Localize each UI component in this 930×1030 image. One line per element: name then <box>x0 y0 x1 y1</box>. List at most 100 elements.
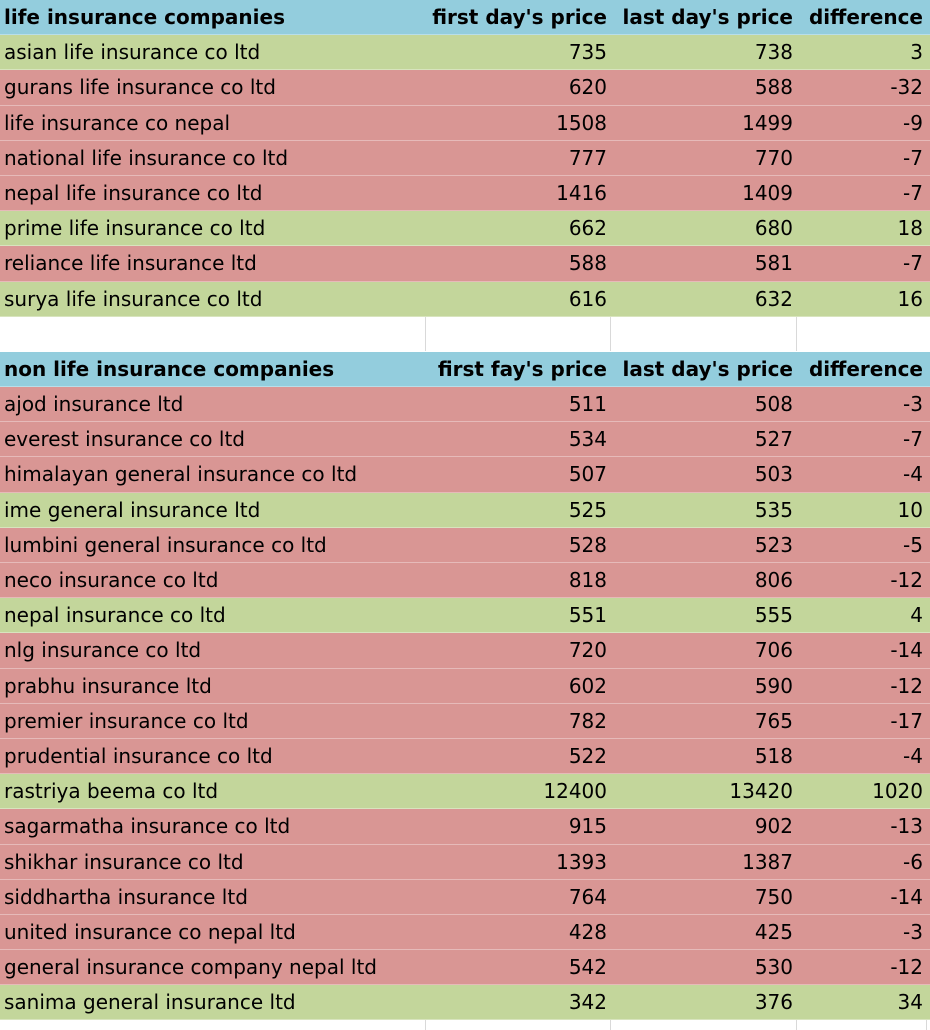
difference-cell[interactable]: -7 <box>903 251 923 276</box>
blank-cell[interactable] <box>797 1020 927 1030</box>
company-name-cell[interactable]: rastriya beema co ltd <box>4 779 219 804</box>
blank-cell[interactable] <box>426 1020 611 1030</box>
company-name-cell[interactable]: united insurance co nepal ltd <box>4 919 296 944</box>
last-day-price-cell[interactable]: 765 <box>754 708 793 733</box>
first-day-price-cell[interactable]: 528 <box>568 532 607 557</box>
company-name-cell[interactable]: neco insurance co ltd <box>4 568 219 592</box>
last-day-price-cell[interactable]: 680 <box>754 216 793 241</box>
company-name-cell[interactable]: life insurance co nepal <box>4 110 231 135</box>
blank-cell[interactable] <box>611 316 797 351</box>
life-header-company[interactable]: life insurance companies <box>4 5 285 29</box>
first-day-price-cell[interactable]: 602 <box>568 673 607 698</box>
difference-cell[interactable]: -3 <box>903 919 923 944</box>
company-name-cell[interactable]: lumbini general insurance co ltd <box>4 532 327 557</box>
first-day-price-cell[interactable]: 616 <box>568 286 607 311</box>
life-header-first-price[interactable]: first day's price <box>432 5 607 29</box>
difference-cell[interactable]: -12 <box>890 673 923 698</box>
company-name-cell[interactable]: nepal insurance co ltd <box>4 603 226 628</box>
last-day-price-cell[interactable]: 530 <box>754 955 793 980</box>
difference-cell[interactable]: -12 <box>890 955 923 980</box>
first-day-price-cell[interactable]: 551 <box>568 603 607 628</box>
first-day-price-cell[interactable]: 507 <box>568 462 607 487</box>
life-header-last-price[interactable]: last day's price <box>622 5 793 29</box>
difference-cell[interactable]: -7 <box>903 180 923 205</box>
last-day-price-cell[interactable]: 1499 <box>742 110 793 135</box>
company-name-cell[interactable]: general insurance company nepal ltd <box>4 955 377 980</box>
last-day-price-cell[interactable]: 1387 <box>742 849 793 874</box>
last-day-price-cell[interactable]: 13420 <box>729 779 793 804</box>
nonlife-header-company[interactable]: non life insurance companies <box>4 356 335 381</box>
company-name-cell[interactable]: himalayan general insurance co ltd <box>4 462 358 487</box>
first-day-price-cell[interactable]: 525 <box>568 497 607 522</box>
last-day-price-cell[interactable]: 535 <box>754 497 793 522</box>
first-day-price-cell[interactable]: 1508 <box>556 110 607 135</box>
difference-cell[interactable]: 10 <box>897 497 923 522</box>
company-name-cell[interactable]: national life insurance co ltd <box>4 145 289 170</box>
first-day-price-cell[interactable]: 782 <box>568 708 607 733</box>
difference-cell[interactable]: 34 <box>897 990 923 1015</box>
difference-cell[interactable]: -17 <box>890 708 923 733</box>
first-day-price-cell[interactable]: 1393 <box>556 849 607 874</box>
company-name-cell[interactable]: ajod insurance ltd <box>4 392 184 417</box>
last-day-price-cell[interactable]: 523 <box>754 532 793 557</box>
first-day-price-cell[interactable]: 764 <box>568 884 607 909</box>
difference-cell[interactable]: -3 <box>903 392 923 417</box>
company-name-cell[interactable]: premier insurance co ltd <box>4 708 249 733</box>
blank-cell[interactable] <box>426 316 611 351</box>
last-day-price-cell[interactable]: 555 <box>754 603 793 628</box>
last-day-price-cell[interactable]: 750 <box>754 884 793 909</box>
blank-cell[interactable] <box>797 317 927 351</box>
first-day-price-cell[interactable]: 342 <box>568 990 607 1015</box>
difference-cell[interactable]: 1020 <box>872 779 923 804</box>
first-day-price-cell[interactable]: 534 <box>568 427 607 452</box>
company-name-cell[interactable]: prabhu insurance ltd <box>4 673 212 698</box>
life-header-difference[interactable]: difference <box>808 5 923 29</box>
blank-cell[interactable] <box>0 1020 426 1030</box>
company-name-cell[interactable]: asian life insurance co ltd <box>4 40 261 65</box>
first-day-price-cell[interactable]: 735 <box>568 40 607 65</box>
difference-cell[interactable]: -32 <box>890 75 923 100</box>
last-day-price-cell[interactable]: 590 <box>754 673 793 698</box>
nonlife-header-difference[interactable]: difference <box>808 356 923 381</box>
first-day-price-cell[interactable]: 428 <box>568 919 607 944</box>
difference-cell[interactable]: -7 <box>903 145 923 170</box>
company-name-cell[interactable]: gurans life insurance co ltd <box>4 75 276 100</box>
company-name-cell[interactable]: sanima general insurance ltd <box>4 990 296 1015</box>
last-day-price-cell[interactable]: 632 <box>754 286 793 311</box>
last-day-price-cell[interactable]: 503 <box>754 462 793 487</box>
last-day-price-cell[interactable]: 588 <box>754 75 793 100</box>
company-name-cell[interactable]: everest insurance co ltd <box>4 427 245 452</box>
difference-cell[interactable]: 3 <box>910 40 923 65</box>
difference-cell[interactable]: -13 <box>890 814 923 839</box>
last-day-price-cell[interactable]: 425 <box>754 919 793 944</box>
last-day-price-cell[interactable]: 1409 <box>742 180 793 205</box>
blank-cell[interactable] <box>611 1020 797 1030</box>
first-day-price-cell[interactable]: 588 <box>568 251 607 276</box>
difference-cell[interactable]: 18 <box>897 216 923 241</box>
first-day-price-cell[interactable]: 662 <box>568 216 607 241</box>
nonlife-header-last-price[interactable]: last day's price <box>622 356 793 381</box>
difference-cell[interactable]: -6 <box>903 849 923 874</box>
difference-cell[interactable]: 16 <box>897 286 923 311</box>
company-name-cell[interactable]: nepal life insurance co ltd <box>4 180 263 205</box>
company-name-cell[interactable]: siddhartha insurance ltd <box>4 884 248 909</box>
difference-cell[interactable]: -5 <box>903 532 923 557</box>
first-day-price-cell[interactable]: 542 <box>568 955 607 980</box>
difference-cell[interactable]: -12 <box>890 568 923 592</box>
last-day-price-cell[interactable]: 770 <box>754 145 793 170</box>
first-day-price-cell[interactable]: 511 <box>568 392 607 417</box>
company-name-cell[interactable]: shikhar insurance co ltd <box>4 849 244 874</box>
difference-cell[interactable]: -4 <box>903 743 923 768</box>
last-day-price-cell[interactable]: 376 <box>754 990 793 1015</box>
company-name-cell[interactable]: prime life insurance co ltd <box>4 216 266 241</box>
company-name-cell[interactable]: reliance life insurance ltd <box>4 251 257 276</box>
difference-cell[interactable]: -7 <box>903 427 923 452</box>
company-name-cell[interactable]: sagarmatha insurance co ltd <box>4 814 291 839</box>
last-day-price-cell[interactable]: 706 <box>754 638 793 663</box>
first-day-price-cell[interactable]: 1416 <box>556 180 607 205</box>
first-day-price-cell[interactable]: 818 <box>568 568 607 592</box>
difference-cell[interactable]: -14 <box>890 638 923 663</box>
company-name-cell[interactable]: nlg insurance co ltd <box>4 638 202 663</box>
company-name-cell[interactable]: prudential insurance co ltd <box>4 743 273 768</box>
difference-cell[interactable]: -4 <box>903 462 923 487</box>
